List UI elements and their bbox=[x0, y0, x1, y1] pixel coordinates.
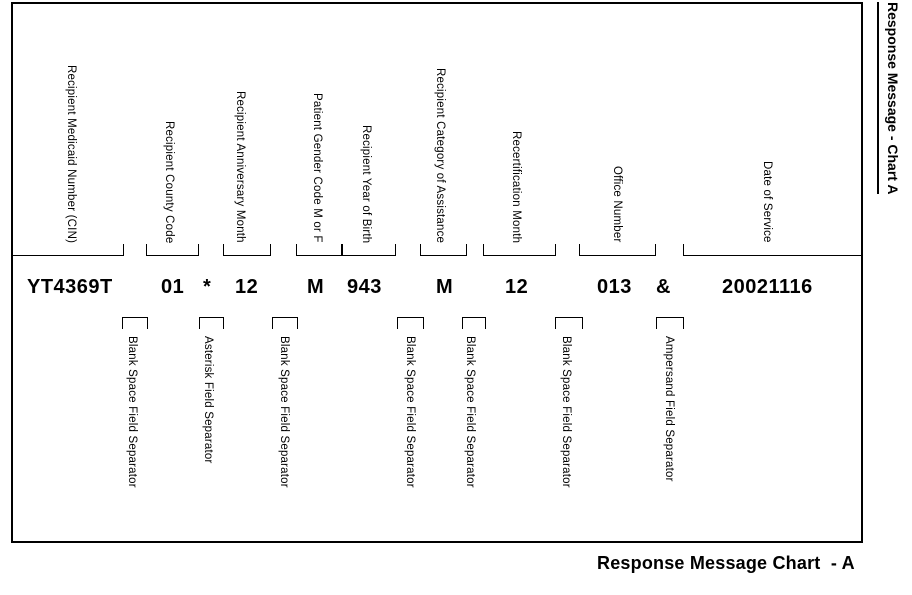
separator-symbol: & bbox=[656, 276, 671, 298]
field-bracket bbox=[11, 244, 124, 256]
separator-label: Blank Space Field Separator bbox=[126, 336, 138, 488]
field-bracket bbox=[483, 244, 556, 256]
field-value: 01 bbox=[161, 276, 185, 298]
field-value: 943 bbox=[347, 276, 382, 298]
field-label: Date of Service bbox=[761, 161, 773, 243]
field-value: M bbox=[436, 276, 454, 298]
field-bracket bbox=[146, 244, 199, 256]
field-label: Patient Gender Code M or F bbox=[311, 93, 323, 243]
field-label: Recertification Month bbox=[510, 130, 522, 243]
field-bracket bbox=[223, 244, 271, 256]
separator-bracket bbox=[122, 317, 148, 329]
separator-symbol: * bbox=[203, 276, 212, 298]
field-value: 20021116 bbox=[722, 276, 813, 298]
chart-caption: Response Message Chart - A bbox=[597, 553, 855, 573]
field-bracket bbox=[579, 244, 656, 256]
field-bracket bbox=[683, 244, 863, 256]
field-label: Recipient County Code bbox=[163, 120, 175, 243]
separator-label: Asterisk Field Separator bbox=[202, 336, 214, 464]
separator-label: Ampersand Field Separator bbox=[663, 336, 675, 482]
field-bracket bbox=[296, 244, 396, 256]
separator-bracket bbox=[272, 317, 298, 329]
field-bracket-divider-tick bbox=[341, 244, 343, 255]
field-label: Recipient Year of Birth bbox=[360, 124, 372, 243]
field-value: 12 bbox=[505, 276, 529, 298]
field-label: Recipient Category of Assistance bbox=[434, 67, 446, 243]
separator-bracket bbox=[397, 317, 424, 329]
field-value: 013 bbox=[597, 276, 632, 298]
field-value: YT4369T bbox=[27, 276, 113, 298]
field-value: M bbox=[307, 276, 325, 298]
separator-bracket bbox=[656, 317, 684, 329]
field-label: Office Number bbox=[611, 166, 623, 243]
separator-label: Blank Space Field Separator bbox=[404, 336, 416, 488]
record-layout-box bbox=[11, 2, 863, 543]
field-label: Recipient Medicaid Number (CIN) bbox=[65, 64, 77, 243]
separator-label: Blank Space Field Separator bbox=[464, 336, 476, 488]
separator-label: Blank Space Field Separator bbox=[560, 336, 572, 488]
field-bracket bbox=[420, 244, 467, 256]
separator-bracket bbox=[555, 317, 583, 329]
separator-bracket bbox=[462, 317, 486, 329]
page-header-vertical: Response Message - Chart A bbox=[877, 2, 905, 195]
field-value: 12 bbox=[235, 276, 259, 298]
separator-label: Blank Space Field Separator bbox=[278, 336, 290, 488]
separator-bracket bbox=[199, 317, 224, 329]
field-label: Recipient Anniversary Month bbox=[234, 91, 246, 243]
